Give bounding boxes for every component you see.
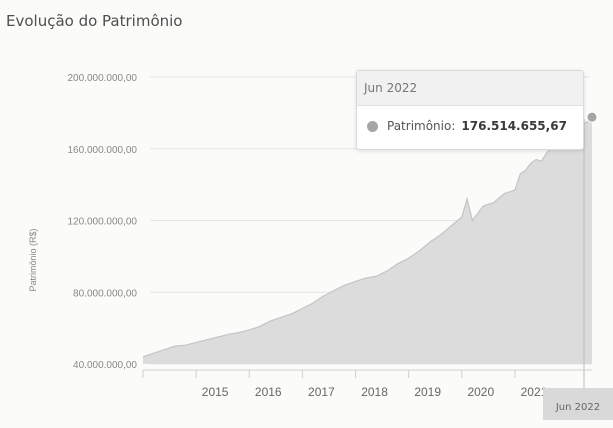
panel-title: Evolução do Patrimônio	[6, 12, 183, 30]
tooltip-series-marker	[367, 120, 378, 132]
x-axis-highlight-label: Jun 2022	[543, 388, 613, 420]
y-tick-label: 160.000.000,00	[67, 145, 137, 156]
y-tick-label: 200.000.000,00	[67, 73, 137, 84]
tooltip-date: Jun 2022	[357, 71, 583, 106]
tooltip: Jun 2022 Patrimônio: 176.514.655,67	[356, 70, 584, 150]
series-area	[143, 119, 592, 364]
y-axis-label: Patrimônio (R$)	[28, 228, 38, 291]
x-tick-label: 2018	[361, 385, 388, 399]
y-tick-label: 40.000.000,00	[73, 360, 137, 371]
tooltip-label: Patrimônio:	[387, 119, 456, 133]
hover-point	[586, 111, 598, 123]
x-tick-label: 2021	[521, 385, 548, 399]
x-tick-label: 2017	[308, 385, 335, 399]
y-tick-label: 120.000.000,00	[67, 217, 137, 228]
y-axis-ticks: 40.000.000,00 80.000.000,00 120.000.000,00…	[67, 73, 137, 371]
x-tick-label: 2020	[467, 385, 494, 399]
tooltip-row: Patrimônio: 176.514.655,67	[367, 119, 567, 133]
series-line	[142, 118, 593, 358]
x-tick-label: 2019	[414, 385, 441, 399]
x-axis-ticks: 2015 2016 2017 2018 2019 2020 2021	[142, 369, 592, 399]
x-tick-label: 2015	[202, 385, 229, 399]
y-tick-label: 80.000.000,00	[73, 288, 137, 299]
tooltip-value: 176.514.655,67	[461, 119, 567, 133]
plot-area	[142, 111, 598, 388]
x-tick-label: 2016	[255, 385, 282, 399]
